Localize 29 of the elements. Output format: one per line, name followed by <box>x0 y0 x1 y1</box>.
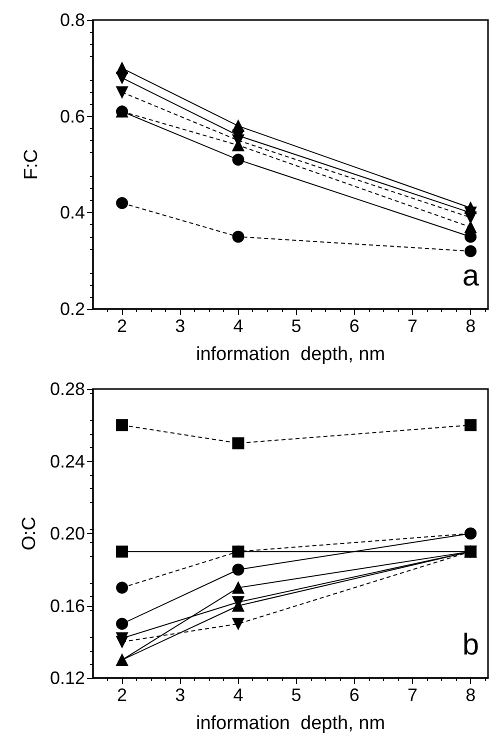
annotation: a <box>462 260 480 292</box>
x-tick-label: 6 <box>349 685 360 705</box>
y-tick-label: 0.24 <box>50 451 85 472</box>
x-tick-label: 2 <box>117 685 128 705</box>
x-tick-label: 8 <box>466 685 476 705</box>
x-tick-label: 3 <box>175 316 186 336</box>
x-tick-label: 5 <box>291 685 302 705</box>
y-axis-title: O:C <box>19 516 40 550</box>
x-tick-label: 5 <box>291 316 302 336</box>
x-tick-label: 2 <box>117 316 128 336</box>
x-axis-title: information depth, nm <box>196 344 386 365</box>
x-tick-label: 4 <box>233 685 244 705</box>
x-axis-title: information depth, nm <box>196 713 386 734</box>
y-tick-label: 0.2 <box>60 299 85 319</box>
annotation: b <box>462 628 480 662</box>
y-axis-title: F:C <box>21 149 42 180</box>
y-tick-label: 0.16 <box>50 596 85 616</box>
y-tick-label: 0.28 <box>50 379 85 399</box>
x-tick-label: 8 <box>466 316 476 336</box>
x-tick-label: 7 <box>407 685 418 705</box>
y-tick-label: 0.6 <box>60 106 85 126</box>
x-tick-label: 6 <box>349 316 360 336</box>
x-tick-label: 3 <box>175 685 186 705</box>
x-tick-label: 4 <box>233 316 244 336</box>
x-tick-label: 7 <box>407 316 418 336</box>
y-tick-label: 0.4 <box>60 202 85 223</box>
y-tick-label: 0.12 <box>50 668 85 688</box>
y-tick-label: 0.20 <box>50 524 85 544</box>
y-tick-label: 0.8 <box>60 10 85 30</box>
